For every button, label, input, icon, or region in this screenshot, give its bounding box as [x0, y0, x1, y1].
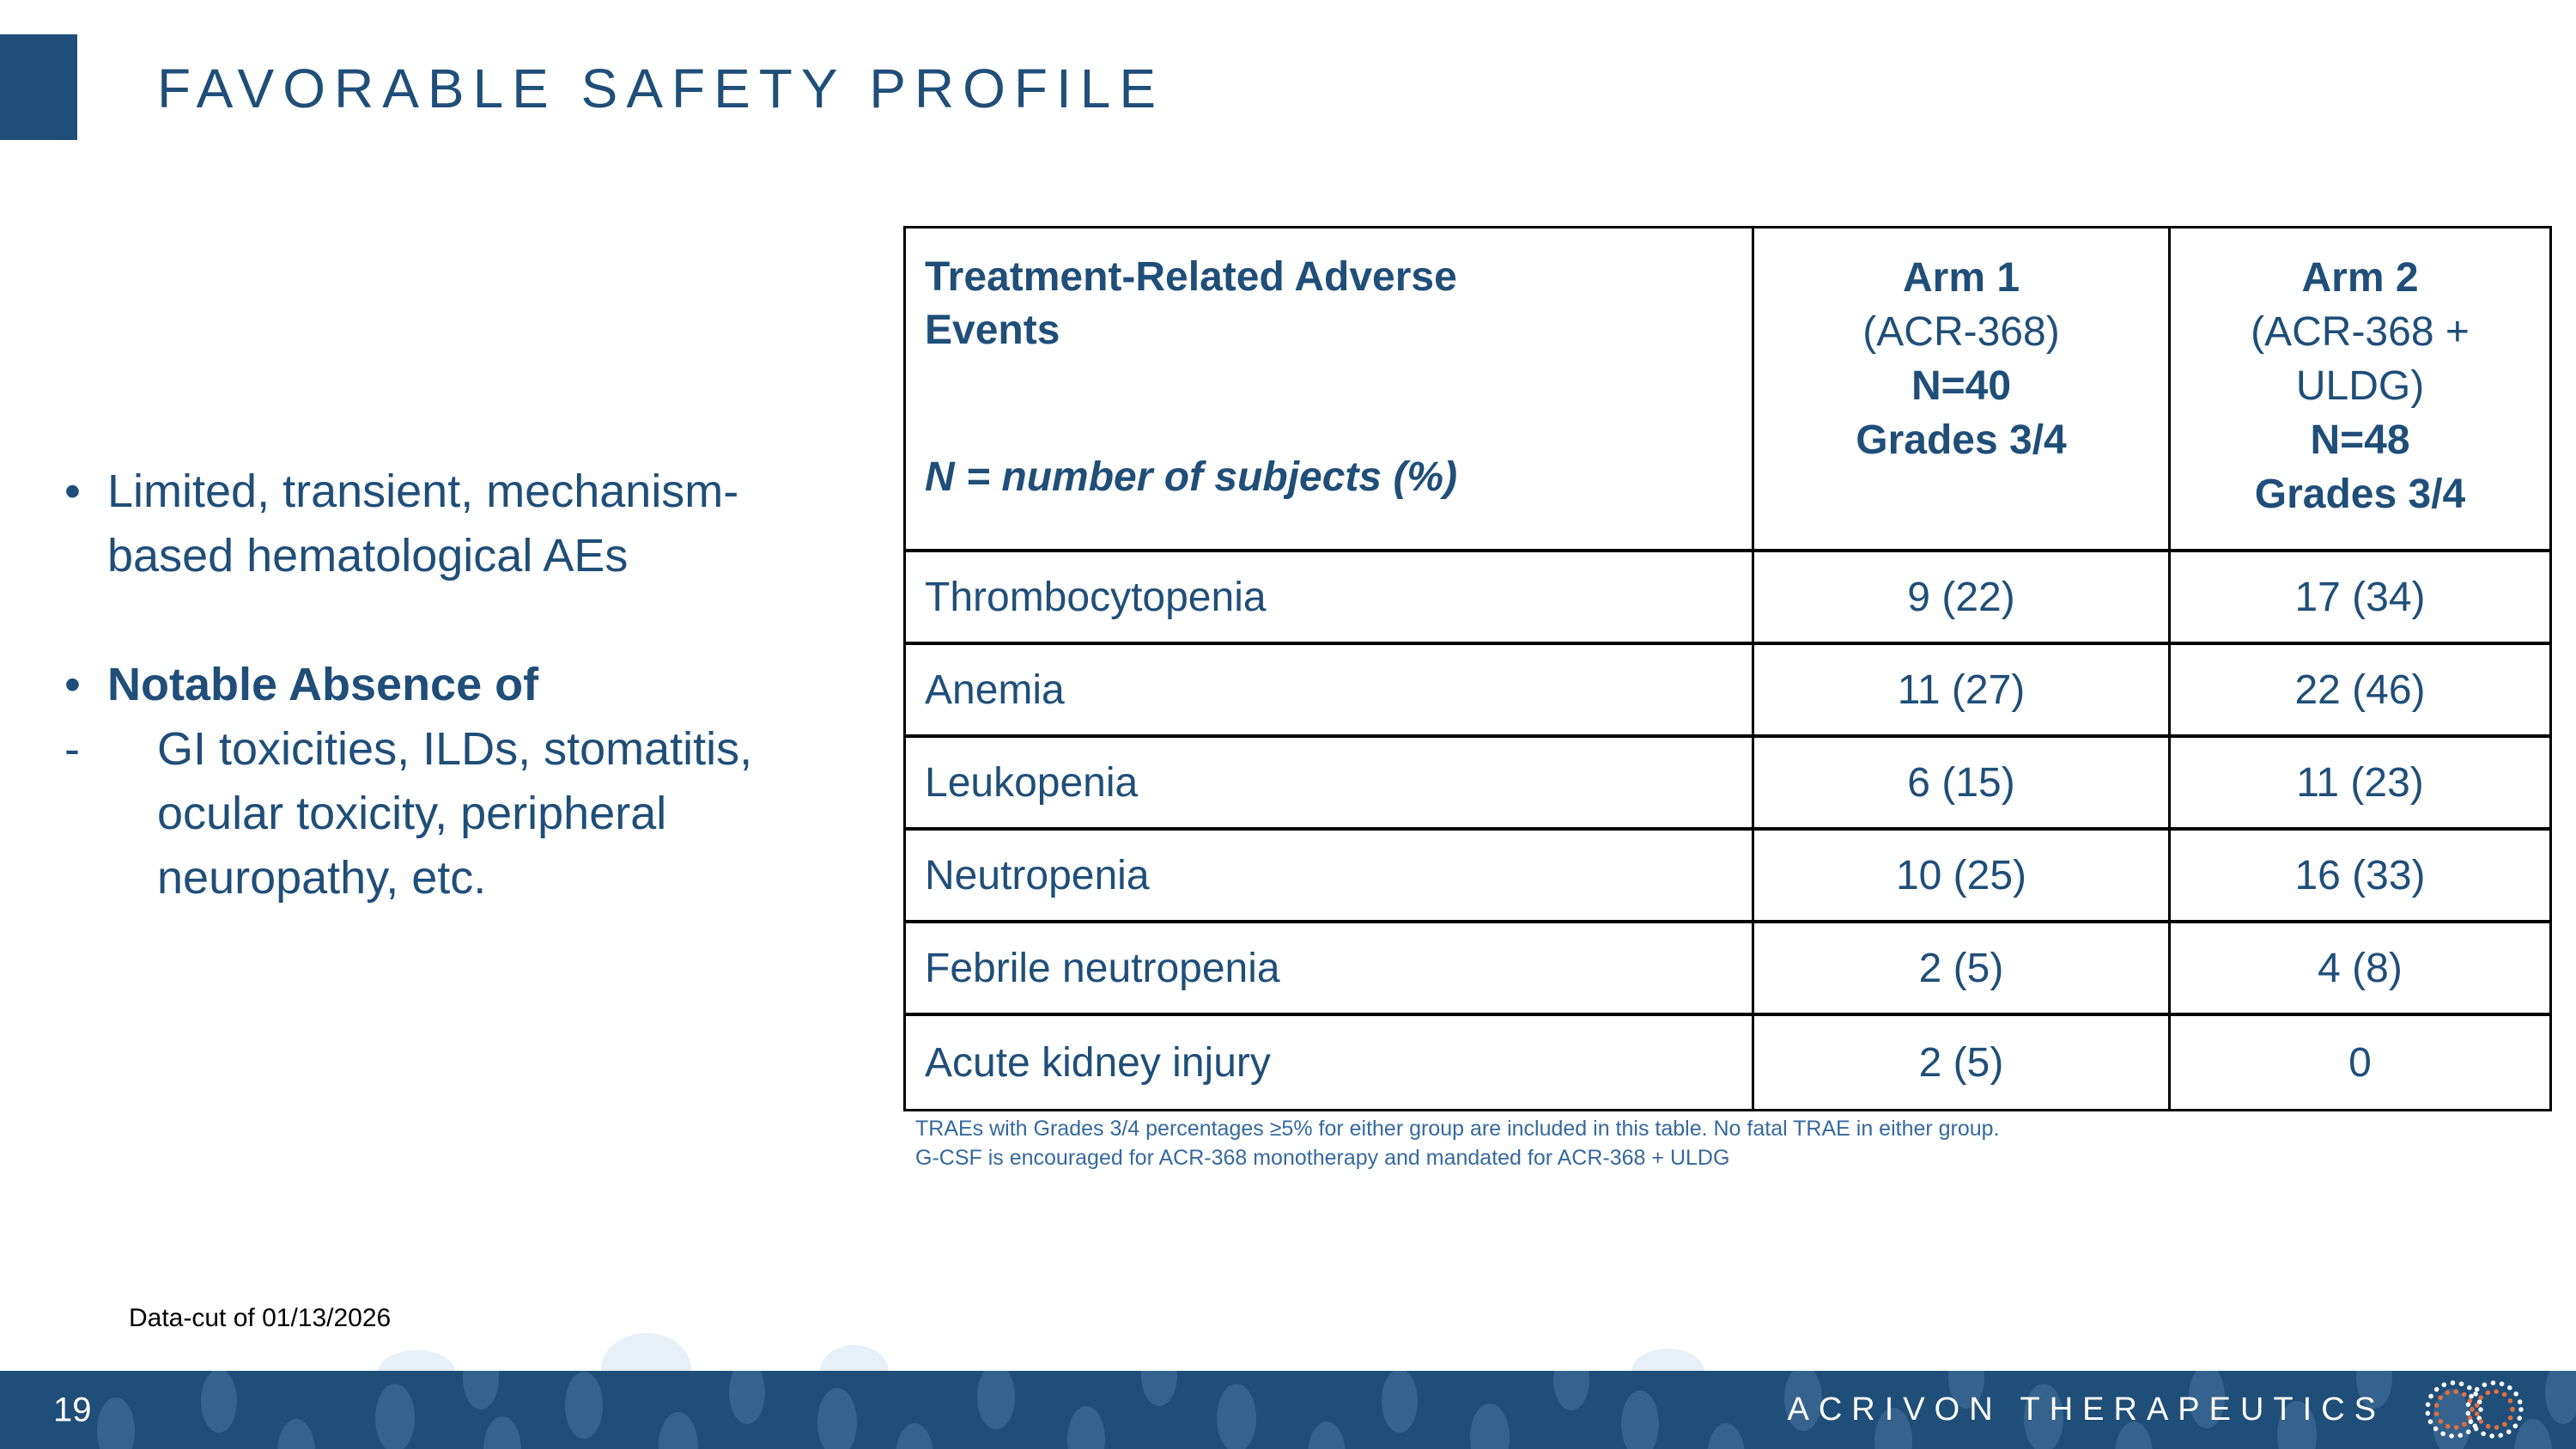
subbullet-toxicity-list: - GI toxicities, ILDs, stomatitis, ocula… [64, 717, 880, 910]
page-title: FAVORABLE SAFETY PROFILE [157, 58, 1165, 119]
bullet-text-bold: Notable Absence of [107, 659, 539, 710]
footer-brand: ACRIVON THERAPEUTICS [1788, 1371, 2531, 1449]
table-row-arm2-value: 0 [2348, 1039, 2372, 1086]
arm2-n: N=48 [2310, 417, 2410, 463]
table-row-arm1-value: 10 (25) [1754, 831, 2171, 923]
table-row-arm2-value: 16 (33) [2171, 831, 2549, 923]
table-header-trae: Treatment-Related Adverse Events N = num… [906, 228, 1754, 552]
subbullet-line: GI toxicities, ILDs, stomatitis, [157, 723, 753, 775]
arm1-drug: (ACR-368) [1862, 309, 2060, 355]
company-name: ACRIVON THERAPEUTICS [1787, 1391, 2385, 1428]
page-number: 19 [53, 1391, 92, 1428]
table-footnotes: TRAEs with Grades 3/4 percentages ≥5% fo… [915, 1114, 2000, 1172]
subbullet-line: neuropathy, etc. [157, 852, 487, 904]
bullet-hematological-aes: • Limited, transient, mechanism- based h… [64, 460, 880, 588]
table-row-label: Neutropenia [906, 831, 1754, 923]
table-row-arm1-value: 6 (15) [1754, 738, 2171, 831]
header-title: Treatment-Related Adverse Events [925, 251, 1735, 357]
table-row-label: Febrile neutropenia [906, 923, 1754, 1016]
arm2-grades: Grades 3/4 [2254, 472, 2466, 517]
subbullet-line: ocular toxicity, peripheral [157, 788, 667, 839]
table-header-arm2: Arm 2 (ACR-368 + ULDG) N=48 Grades 3/4 [2171, 228, 2549, 552]
title-accent-square [0, 34, 77, 140]
data-cut-note: Data-cut of 01/13/2026 [129, 1304, 392, 1332]
dash-marker: - [64, 723, 80, 775]
table-row-label: Thrombocytopenia [906, 552, 1754, 645]
footnote-line: G-CSF is encouraged for ACR-368 monother… [915, 1146, 1730, 1170]
table-row-label: Leukopenia [906, 738, 1754, 831]
header-note: N = number of subjects (%) [925, 454, 1458, 500]
table-row-label: Anemia [906, 645, 1754, 738]
table-row-arm2-value: 17 (34) [2171, 552, 2549, 645]
table-row-arm2-value: 4 (8) [2171, 923, 2549, 1016]
arm1-n: N=40 [1911, 363, 2012, 409]
header-title-line: Treatment-Related Adverse [925, 254, 1457, 300]
table-row-arm1-value: 2 (5) [1754, 1016, 2171, 1109]
footer-bar: 19 ACRIVON THERAPEUTICS [0, 1371, 2576, 1449]
table-row-arm1-value: 2 (5) [1754, 923, 2171, 1016]
footnote-line: TRAEs with Grades 3/4 percentages ≥5% fo… [915, 1117, 2000, 1141]
adverse-events-table: Treatment-Related Adverse Events N = num… [903, 226, 2552, 1111]
table-row-arm2-value: 22 (46) [2171, 645, 2549, 738]
subbullet-text: GI toxicities, ILDs, stomatitis, ocular … [157, 717, 752, 910]
bullet-text: Limited, transient, mechanism- based hem… [107, 460, 738, 588]
bullet-marker: • [64, 466, 81, 517]
arm1-name: Arm 1 [1902, 255, 2020, 301]
arm2-drug: (ACR-368 + [2251, 309, 2470, 355]
table-row-arm2-value: 11 (23) [2171, 738, 2549, 831]
bullet-line: Limited, transient, mechanism- [107, 466, 739, 517]
bullet-notable-absence: • Notable Absence of [64, 653, 880, 717]
acrivon-logo-icon [2425, 1380, 2524, 1439]
footer-dot-pattern [97, 1371, 2576, 1449]
bullet-marker: • [64, 659, 81, 710]
arm1-grades: Grades 3/4 [1856, 417, 2067, 463]
bullet-list: • Limited, transient, mechanism- based h… [64, 460, 880, 910]
table-row-label: Acute kidney injury [906, 1016, 1754, 1109]
table-header-arm1: Arm 1 (ACR-368) N=40 Grades 3/4 [1754, 228, 2171, 552]
table-row-arm1-value: 11 (27) [1754, 645, 2171, 738]
header-title-line: Events [925, 307, 1060, 353]
bullet-line: based hematological AEs [107, 530, 629, 581]
arm2-name: Arm 2 [2301, 255, 2419, 301]
table-row-arm1-value: 9 (22) [1754, 552, 2171, 645]
arm2-drug2: ULDG) [2295, 363, 2425, 409]
